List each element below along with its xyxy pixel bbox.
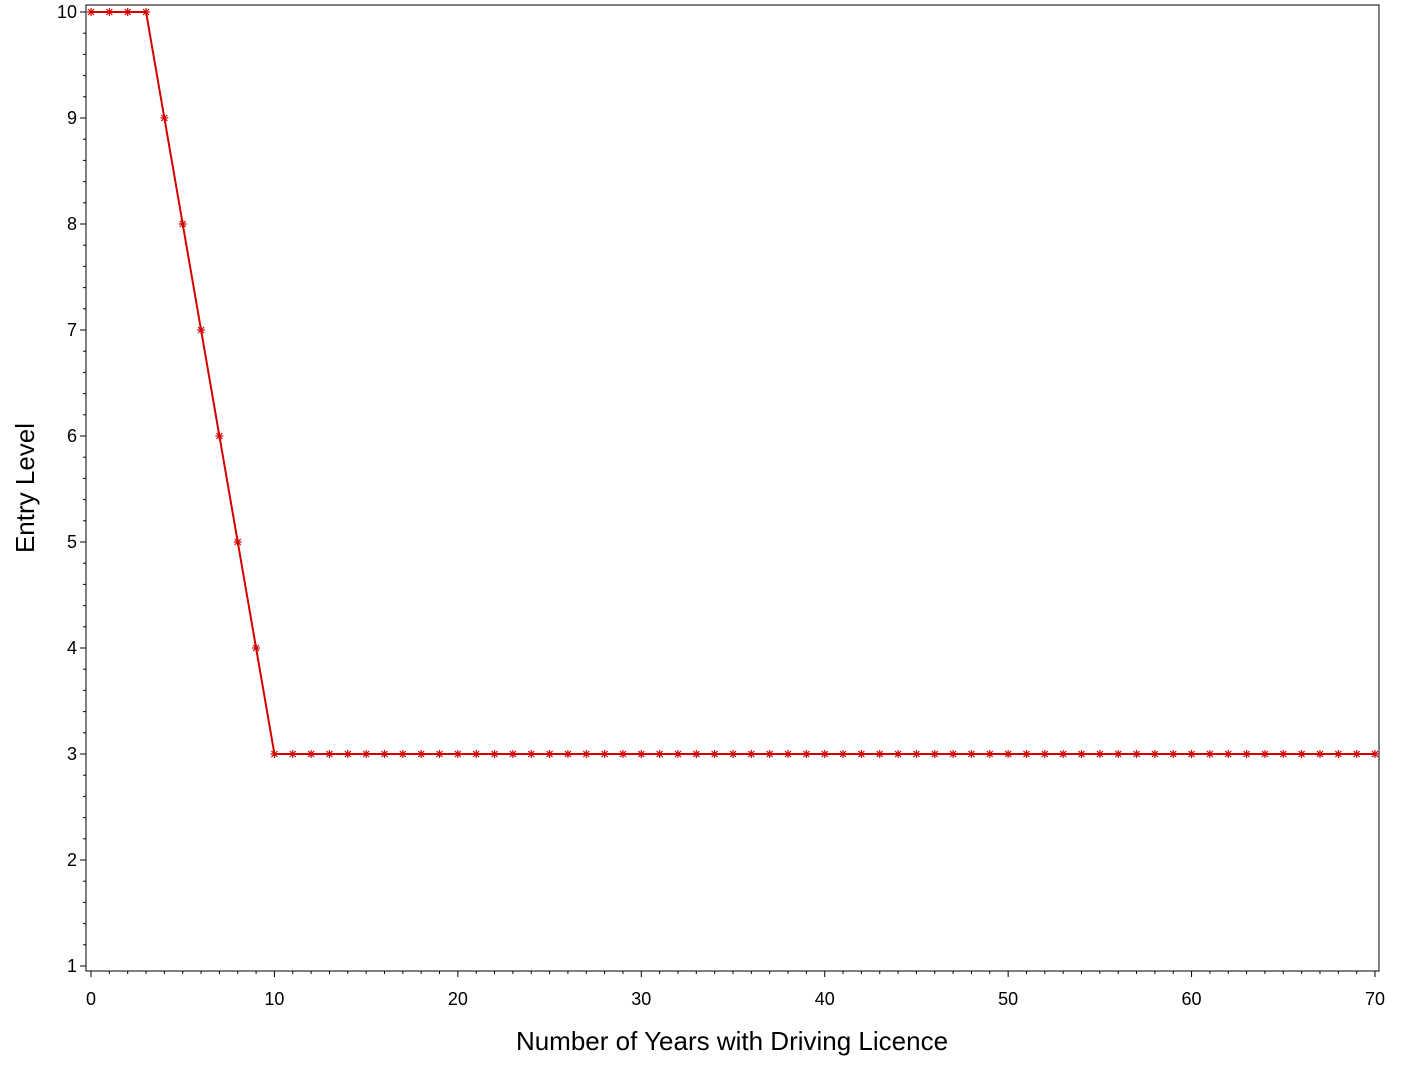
data-point	[784, 750, 793, 758]
data-point	[160, 114, 169, 122]
data-point	[967, 750, 976, 758]
data-point	[398, 750, 407, 758]
data-point	[1169, 750, 1178, 758]
data-point	[1114, 750, 1123, 758]
data-point	[545, 750, 554, 758]
data-point	[802, 750, 811, 758]
y-minor-ticks	[83, 32, 86, 946]
data-point	[1132, 750, 1141, 758]
data-point	[1334, 750, 1343, 758]
data-point	[527, 750, 536, 758]
data-point	[912, 750, 921, 758]
data-point	[985, 750, 994, 758]
y-tick-label: 9	[67, 108, 77, 128]
data-point	[1371, 750, 1379, 758]
data-point	[1077, 750, 1086, 758]
data-point	[233, 538, 242, 546]
data-point	[1187, 750, 1196, 758]
data-point	[1040, 750, 1049, 758]
data-point	[600, 750, 609, 758]
y-tick-label: 8	[67, 214, 77, 234]
data-point	[563, 750, 572, 758]
x-tick-label: 30	[631, 989, 651, 1009]
data-point	[949, 750, 958, 758]
data-point	[894, 750, 903, 758]
x-tick-label: 20	[448, 989, 468, 1009]
data-point	[307, 750, 316, 758]
data-point	[875, 750, 884, 758]
data-point	[710, 750, 719, 758]
data-point	[215, 432, 224, 440]
data-point	[435, 750, 444, 758]
data-point	[618, 750, 627, 758]
data-point	[729, 750, 737, 758]
data-point	[105, 8, 114, 16]
x-tick-label: 10	[264, 989, 284, 1009]
data-point	[582, 750, 591, 758]
data-point	[343, 750, 352, 758]
y-tick-label: 6	[67, 426, 77, 446]
data-point	[453, 750, 462, 758]
plot-frame	[85, 4, 1380, 972]
data-point	[1352, 750, 1361, 758]
data-point	[1150, 750, 1159, 758]
data-point	[362, 750, 371, 758]
data-point	[508, 750, 517, 758]
data-point	[839, 750, 848, 758]
data-point	[178, 220, 187, 228]
x-tick-label: 60	[1182, 989, 1202, 1009]
data-point	[325, 750, 334, 758]
data-point	[747, 750, 756, 758]
data-point	[87, 8, 95, 16]
data-point	[1059, 750, 1068, 758]
y-tick-label: 7	[67, 320, 77, 340]
y-tick-label: 2	[67, 850, 77, 870]
data-point	[673, 750, 682, 758]
data-point	[637, 750, 646, 758]
y-axis-title: Entry Level	[10, 423, 40, 553]
y-tick-label: 1	[67, 956, 77, 976]
data-point	[930, 750, 939, 758]
data-point	[252, 644, 261, 652]
data-point	[1004, 750, 1013, 758]
y-tick-label: 5	[67, 532, 77, 552]
x-tick-label: 70	[1365, 989, 1385, 1009]
x-axis: 0 10 20 30 40 50 60 70	[86, 971, 1385, 1009]
data-point	[490, 750, 499, 758]
data-point	[417, 750, 426, 758]
x-axis-title: Number of Years with Driving Licence	[516, 1026, 948, 1056]
data-point	[1279, 750, 1288, 758]
x-minor-ticks	[108, 971, 1358, 974]
data-markers	[87, 8, 1379, 758]
y-tick-label: 10	[57, 2, 77, 22]
data-point	[1205, 750, 1214, 758]
x-tick-label: 50	[998, 989, 1018, 1009]
data-point	[1297, 750, 1306, 758]
data-point	[655, 750, 664, 758]
data-point	[1260, 750, 1269, 758]
data-point	[1095, 750, 1104, 758]
data-point	[270, 750, 279, 758]
data-point	[820, 750, 829, 758]
data-point	[197, 326, 206, 334]
series-line	[91, 11, 1375, 755]
data-point	[288, 750, 297, 758]
y-axis: 1 2 3 4 5 6 7 8 9 10	[57, 2, 86, 976]
data-point	[857, 750, 866, 758]
data-point	[1242, 750, 1251, 758]
data-point	[142, 8, 151, 16]
data-point	[380, 750, 389, 758]
data-point	[765, 750, 774, 758]
x-tick-label: 0	[86, 989, 96, 1009]
data-point	[123, 8, 132, 16]
y-tick-label: 3	[67, 744, 77, 764]
data-point	[1224, 750, 1233, 758]
data-point	[1315, 750, 1324, 758]
x-tick-label: 40	[815, 989, 835, 1009]
y-tick-label: 4	[67, 638, 77, 658]
data-point	[1022, 750, 1031, 758]
data-point	[692, 750, 701, 758]
data-point	[472, 750, 481, 758]
